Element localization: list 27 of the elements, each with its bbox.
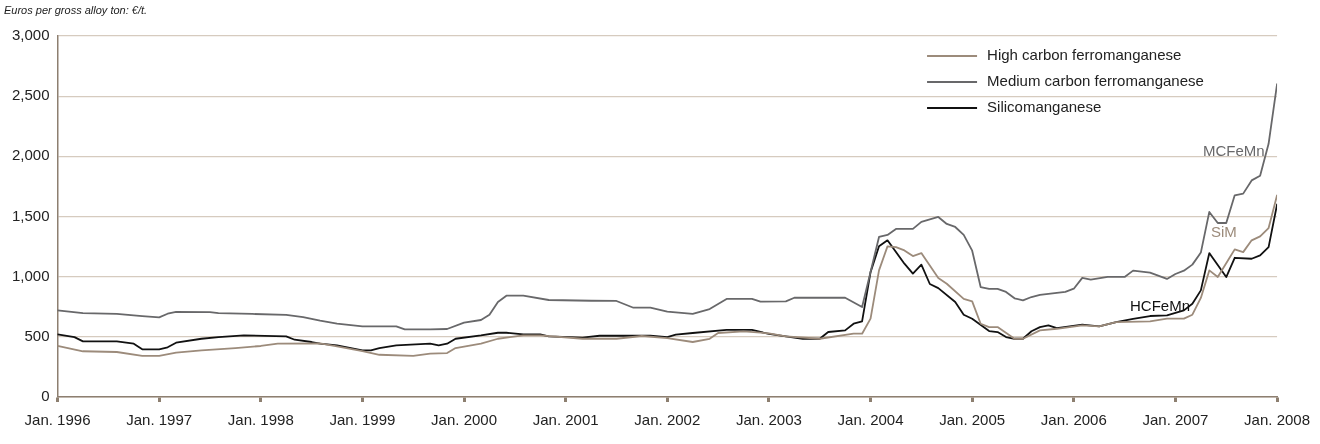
x-tick-label: Jan. 2006 bbox=[1040, 411, 1107, 429]
y-tick-label: 1,000 bbox=[11, 266, 50, 284]
y-axis-title: Euros per gross alloy ton: €/t. bbox=[4, 4, 148, 16]
y-tick-label: 2,500 bbox=[11, 86, 50, 104]
y-tick-label: 1,500 bbox=[11, 206, 50, 224]
y-tick-label: 3,000 bbox=[11, 26, 50, 44]
y-tick-label: 0 bbox=[41, 387, 50, 405]
x-tick-label: Jan. 2001 bbox=[532, 411, 599, 429]
x-tick-label: Jan. 2007 bbox=[1142, 411, 1209, 429]
annotation: MCFeMn bbox=[1203, 142, 1265, 159]
x-tick-label: Jan. 1997 bbox=[126, 411, 193, 429]
x-tick-label: Jan. 1998 bbox=[227, 411, 294, 429]
y-tick-label: 2,000 bbox=[11, 146, 50, 164]
annotation: SiM bbox=[1211, 223, 1237, 240]
x-tick-label: Jan. 2002 bbox=[634, 411, 701, 429]
x-tick-label: Jan. 2000 bbox=[431, 411, 497, 429]
y-tick-label: 500 bbox=[24, 326, 50, 344]
x-tick-label: Jan. 1999 bbox=[329, 411, 396, 429]
x-tick-label: Jan. 2008 bbox=[1244, 411, 1310, 429]
x-tick-label: Jan. 2003 bbox=[735, 411, 802, 429]
legend-label: High carbon ferromanganese bbox=[987, 46, 1182, 64]
x-tick-label: Jan. 2004 bbox=[837, 411, 904, 429]
legend-label: Silicomanganese bbox=[987, 98, 1102, 116]
legend-label: Medium carbon ferromanganese bbox=[987, 72, 1204, 90]
x-tick-label: Jan. 2005 bbox=[939, 411, 1006, 429]
annotation: HCFeMn bbox=[1130, 297, 1191, 314]
x-tick-label: Jan. 1996 bbox=[24, 411, 91, 429]
